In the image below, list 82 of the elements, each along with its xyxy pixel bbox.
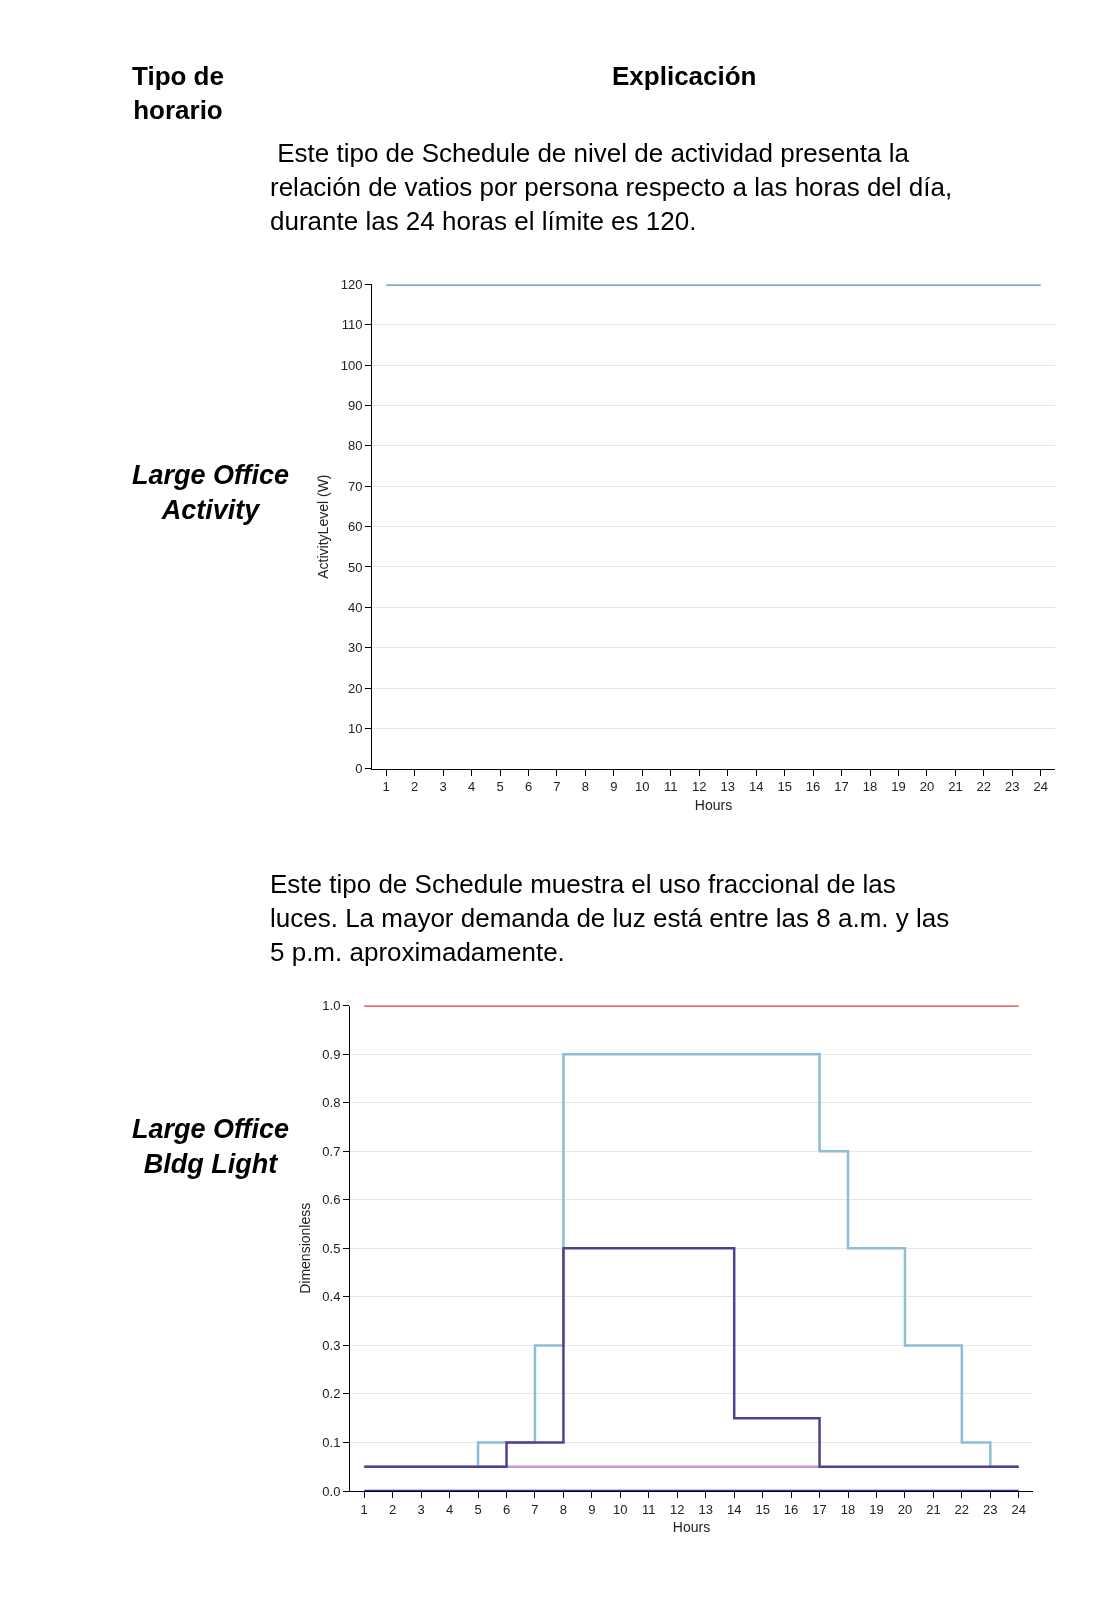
y-tick-label: 60	[347, 519, 363, 535]
y-tick-label: 0.6	[322, 1192, 341, 1208]
chart-subtitle: Este tipo de Schedule muestra el uso fraccional de las luces. La mayor demanda de luz está entre las 8 a.m. y las 5 p.m. aproximadamente.	[270, 869, 950, 967]
y-tick-label: 0.4	[322, 1289, 341, 1305]
y-tick-label: 40	[347, 599, 363, 615]
y-tick-label: 50	[347, 559, 363, 575]
x-tick-label: 23	[1005, 779, 1020, 795]
x-tick-label: 19	[869, 1501, 884, 1517]
y-tick-label: 90	[347, 398, 363, 414]
x-tick-label: 4	[445, 1501, 454, 1517]
y-tick-label: 0.1	[322, 1435, 341, 1451]
x-tick-label: 9	[588, 1501, 596, 1517]
x-tick-label: 1	[382, 779, 390, 795]
x-tick-label: 7	[531, 1501, 539, 1517]
x-tick-label: 17	[834, 779, 849, 795]
x-tick-label: 18	[862, 779, 878, 795]
x-tick-label: 22	[976, 779, 992, 795]
x-axis-title: Hours	[672, 1518, 711, 1535]
x-tick-label: 1	[360, 1501, 368, 1517]
x-tick-label: 13	[698, 1501, 713, 1517]
x-tick-label: 12	[670, 1501, 685, 1517]
x-tick-label: 24	[1033, 779, 1048, 795]
x-tick-label: 17	[812, 1501, 827, 1517]
x-tick-label: 18	[840, 1501, 856, 1517]
x-tick-label: 24	[1011, 1501, 1026, 1517]
x-tick-label: 14	[748, 779, 764, 795]
y-tick-label: 0.3	[322, 1337, 341, 1353]
x-tick-label: 10	[635, 779, 650, 795]
x-tick-label: 6	[502, 1501, 511, 1517]
y-tick-label: 0.9	[322, 1046, 341, 1062]
x-tick-label: 5	[496, 779, 504, 795]
y-tick-label: 100	[340, 357, 363, 373]
y-tick-label: 0	[355, 761, 363, 777]
y-axis-title: Dimensionless	[296, 1202, 313, 1294]
y-tick-label: 30	[347, 640, 363, 656]
y-tick-label: 0.7	[322, 1143, 341, 1159]
y-tick-label: 110	[341, 317, 363, 333]
y-tick-label: 70	[347, 478, 363, 494]
x-tick-label: 9	[610, 779, 618, 795]
x-tick-label: 15	[755, 1501, 770, 1517]
y-tick-label: 80	[347, 438, 363, 454]
text: Tipo de horario	[132, 61, 224, 125]
x-tick-label: 16	[805, 779, 821, 795]
y-tick-label: 1.0	[322, 998, 341, 1014]
x-tick-label: 20	[919, 779, 935, 795]
x-tick-label: 11	[664, 779, 678, 795]
x-tick-label: 8	[581, 779, 590, 795]
text: Explicación	[612, 61, 757, 91]
x-tick-label: 10	[613, 1501, 628, 1517]
x-tick-label: 2	[389, 1501, 397, 1517]
x-tick-label: 20	[897, 1501, 913, 1517]
y-tick-label: 0.2	[322, 1386, 341, 1402]
x-tick-label: 4	[467, 779, 476, 795]
x-tick-label: 21	[948, 779, 963, 795]
x-axis-title: Hours	[694, 796, 733, 813]
x-tick-label: 15	[777, 779, 792, 795]
x-tick-label: 21	[926, 1501, 941, 1517]
y-tick-label: 0.5	[322, 1240, 341, 1256]
y-tick-label: 20	[347, 680, 363, 696]
y-tick-label: 10	[347, 720, 363, 736]
y-axis-title: ActivityLevel (W)	[315, 474, 332, 579]
y-tick-label: 0.8	[322, 1095, 341, 1111]
chart-subtitle: Este tipo de Schedule de nivel de actividad presenta la relación de vatios por persona respecto a las horas del día, durante las 24 horas el límite es 120.	[270, 138, 953, 236]
x-tick-label: 19	[891, 779, 906, 795]
x-tick-label: 2	[411, 779, 419, 795]
x-tick-label: 3	[439, 779, 447, 795]
x-tick-label: 14	[726, 1501, 742, 1517]
x-tick-label: 8	[559, 1501, 568, 1517]
x-tick-label: 11	[642, 1501, 656, 1517]
y-tick-label: 0.0	[322, 1483, 341, 1499]
x-tick-label: 13	[720, 779, 735, 795]
x-tick-label: 7	[553, 779, 561, 795]
x-tick-label: 12	[692, 779, 707, 795]
x-tick-label: 22	[954, 1501, 970, 1517]
y-tick-label: 120	[340, 276, 363, 292]
text: Large Office Activity	[132, 460, 290, 526]
text: Large Office Bldg Light	[132, 1114, 290, 1180]
x-tick-label: 5	[474, 1501, 482, 1517]
x-tick-label: 16	[783, 1501, 799, 1517]
x-tick-label: 3	[417, 1501, 425, 1517]
x-tick-label: 23	[983, 1501, 998, 1517]
x-tick-label: 6	[524, 779, 533, 795]
